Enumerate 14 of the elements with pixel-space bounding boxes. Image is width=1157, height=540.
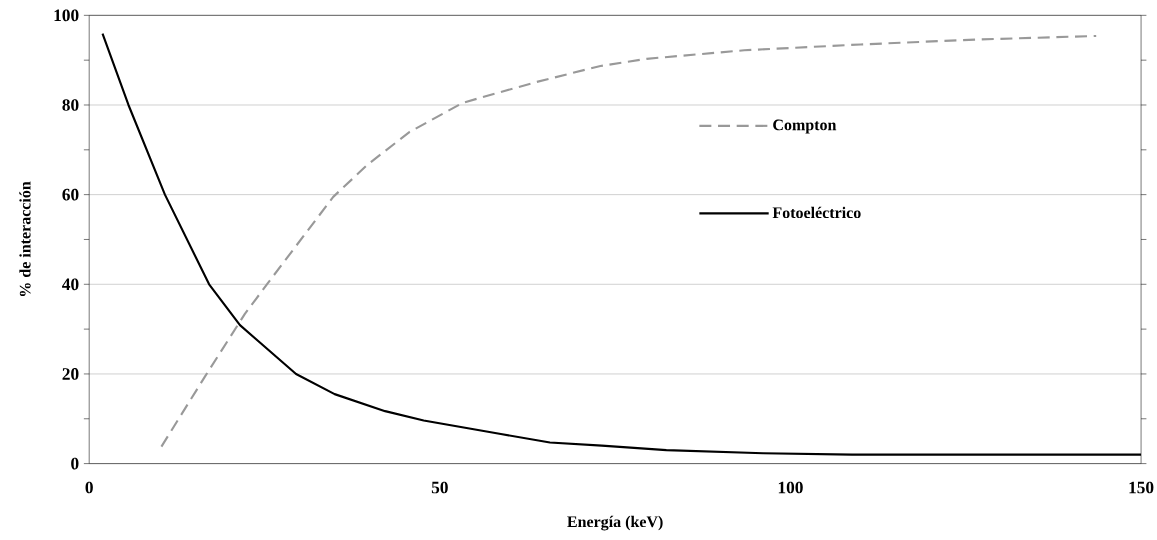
y-tick-label: 80 <box>62 99 79 111</box>
legend-label: Compton <box>773 119 837 134</box>
x-tick-label: 150 <box>1129 481 1154 494</box>
y-axis-title: % de interacción <box>19 181 31 297</box>
y-tick-label: 0 <box>71 457 79 470</box>
y-tick-label: 20 <box>62 368 79 380</box>
x-tick-label: 0 <box>85 481 93 494</box>
x-tick-label: 50 <box>431 481 448 494</box>
legend-label: Fotoeléctrico <box>772 206 861 219</box>
x-axis-title: Energía (keV) <box>567 515 663 531</box>
y-tick-label: 40 <box>62 278 79 291</box>
y-tick-label: 60 <box>62 188 79 201</box>
x-tick-label: 100 <box>778 481 803 494</box>
y-tick-label: 100 <box>54 9 79 22</box>
